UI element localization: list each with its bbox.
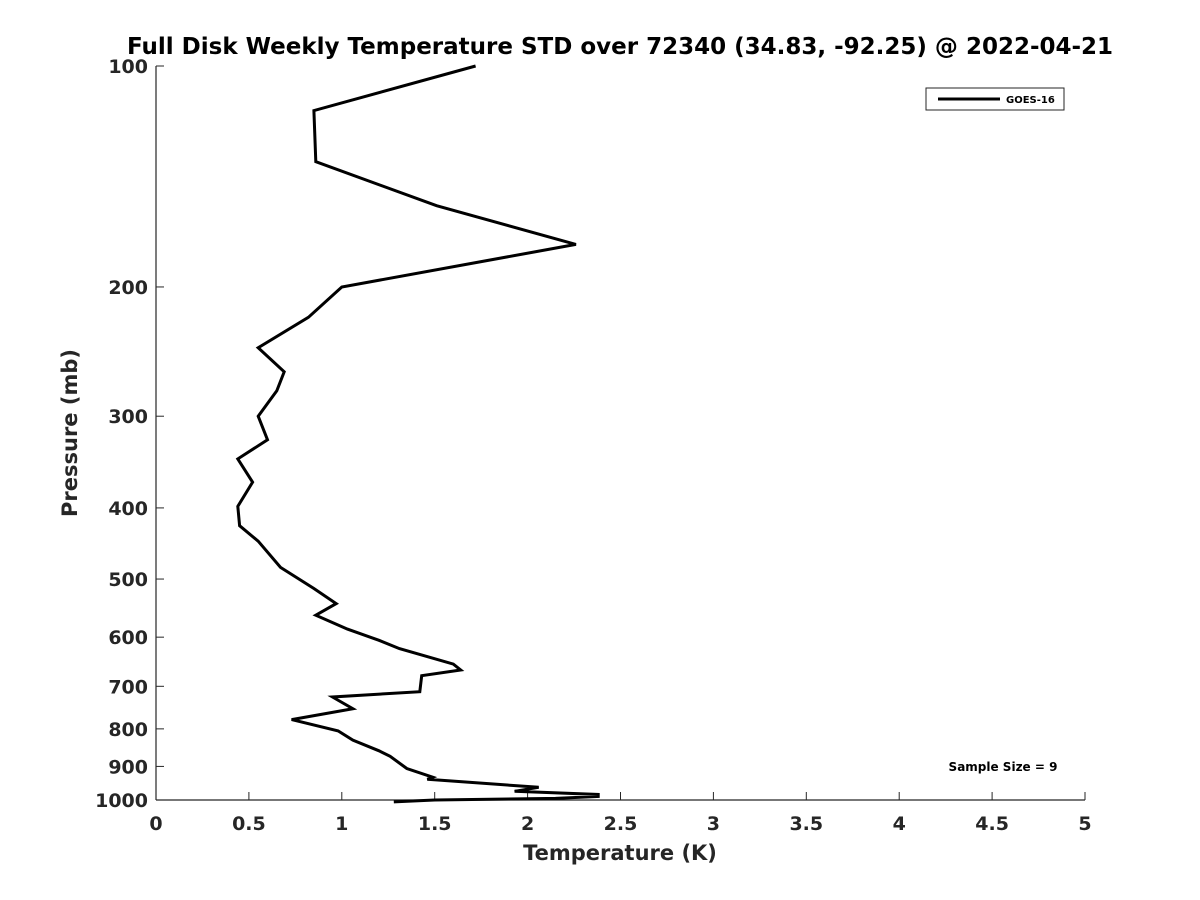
y-tick-label: 900 — [108, 756, 148, 778]
y-tick-label: 1000 — [95, 790, 148, 812]
series-layer — [235, 64, 600, 804]
x-tick-label: 3.5 — [789, 813, 823, 835]
y-tick-label: 600 — [108, 627, 148, 649]
x-tick-label: 3 — [707, 813, 720, 835]
y-tick-label: 200 — [108, 277, 148, 299]
chart-title: Full Disk Weekly Temperature STD over 72… — [127, 34, 1113, 60]
x-tick-label: 4 — [893, 813, 906, 835]
y-tick-label: 700 — [108, 676, 148, 698]
y-tick-label: 500 — [108, 569, 148, 591]
x-tick-label: 0.5 — [232, 813, 266, 835]
y-tick-label: 400 — [108, 498, 148, 520]
x-tick-label: 0 — [149, 813, 162, 835]
x-axis-label: Temperature (K) — [523, 841, 717, 865]
legend-label-goes-16: GOES-16 — [1006, 95, 1055, 106]
x-tick-label: 1.5 — [418, 813, 452, 835]
x-tick-label: 2 — [521, 813, 534, 835]
sample-size-annotation: Sample Size = 9 — [949, 760, 1058, 774]
x-axis-ticks: 0 0.5 1 1.5 2 2.5 3 3.5 4 4.5 5 — [149, 792, 1092, 835]
x-tick-label: 5 — [1078, 813, 1091, 835]
y-tick-label: 300 — [108, 406, 148, 428]
x-tick-label: 4.5 — [975, 813, 1009, 835]
legend: GOES-16 — [925, 87, 1065, 111]
x-tick-label: 1 — [335, 813, 348, 835]
x-tick-label: 2.5 — [604, 813, 638, 835]
y-tick-label: 100 — [108, 56, 148, 78]
y-tick-label: 800 — [108, 719, 148, 741]
plot-area — [155, 66, 1085, 801]
y-axis-label: Pressure (mb) — [58, 349, 82, 517]
series-line-goes-16 — [235, 64, 600, 804]
y-axis-ticks: 100 200 300 400 500 600 700 800 900 1000 — [95, 56, 164, 812]
